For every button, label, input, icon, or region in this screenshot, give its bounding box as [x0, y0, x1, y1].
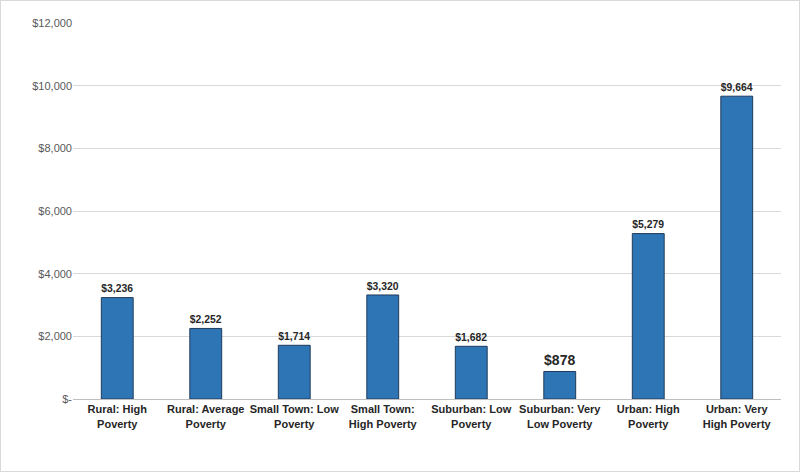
- svg-text:$878: $878: [544, 352, 575, 368]
- svg-text:Rural: HighPoverty: Rural: HighPoverty: [88, 403, 148, 429]
- svg-text:$3,320: $3,320: [367, 281, 399, 292]
- svg-text:$4,000: $4,000: [38, 268, 72, 280]
- svg-text:$1,682: $1,682: [455, 332, 487, 343]
- svg-text:Urban: HighPoverty: Urban: HighPoverty: [617, 403, 680, 429]
- svg-text:$2,252: $2,252: [190, 314, 222, 325]
- svg-text:$5,279: $5,279: [632, 219, 664, 230]
- svg-text:Suburban: VeryLow Poverty: Suburban: VeryLow Poverty: [519, 403, 601, 429]
- svg-text:Rural: AveragePoverty: Rural: AveragePoverty: [167, 403, 244, 429]
- svg-text:$1,714: $1,714: [278, 331, 310, 342]
- svg-text:$10,000: $10,000: [32, 80, 72, 92]
- svg-text:$-: $-: [62, 393, 72, 405]
- svg-text:Small Town: LowPoverty: Small Town: LowPoverty: [250, 403, 339, 429]
- svg-text:Urban: VeryHigh Poverty: Urban: VeryHigh Poverty: [703, 403, 772, 429]
- svg-text:$3,236: $3,236: [101, 283, 133, 294]
- svg-text:Small Town:High Poverty: Small Town:High Poverty: [349, 403, 418, 429]
- svg-text:Suburban: LowPoverty: Suburban: LowPoverty: [431, 403, 511, 429]
- svg-text:$8,000: $8,000: [38, 142, 72, 154]
- svg-text:$2,000: $2,000: [38, 330, 72, 342]
- svg-text:$9,664: $9,664: [721, 82, 753, 93]
- svg-text:$6,000: $6,000: [38, 205, 72, 217]
- svg-text:$12,000: $12,000: [32, 17, 72, 29]
